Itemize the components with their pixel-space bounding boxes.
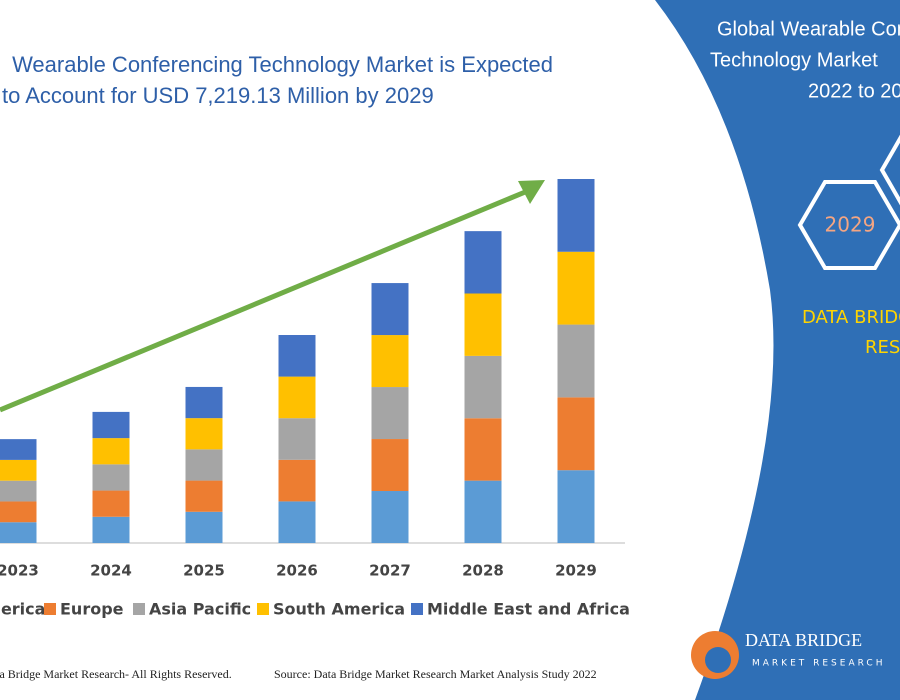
- bar-segment: [278, 335, 316, 377]
- legend-label: Asia Pacific: [149, 600, 251, 619]
- bar-segment: [278, 376, 316, 419]
- bar-segment: [92, 438, 130, 465]
- bar-segment: [0, 439, 37, 460]
- footer-copyright: © Data Bridge Market Research- All Right…: [0, 667, 232, 681]
- bar-segment: [92, 516, 130, 543]
- logo: DATA BRIDGE MARKET RESEARCH: [691, 630, 885, 679]
- legend-label: North America: [0, 600, 45, 619]
- bar-segment: [464, 293, 502, 356]
- panel-title: Global Wearable Conferencing: [717, 18, 900, 40]
- panel-title: Technology Market: [710, 49, 878, 71]
- bar-segment: [371, 387, 409, 440]
- bar-segment: [464, 231, 502, 294]
- x-tick-label: 2029: [555, 562, 597, 580]
- x-tick-label: 2023: [0, 562, 39, 580]
- bar-segment: [557, 397, 595, 471]
- legend-swatch: [133, 603, 145, 615]
- bar-segment: [278, 418, 316, 460]
- bar-segment: [92, 464, 130, 491]
- x-tick-label: 2028: [462, 562, 504, 580]
- bar-segment: [371, 283, 409, 336]
- x-tick-label: 2024: [90, 562, 132, 580]
- bar-segment: [278, 459, 316, 502]
- bar-segment: [371, 439, 409, 492]
- bar-segment: [185, 418, 223, 450]
- bar-segment: [557, 251, 595, 325]
- legend-swatch: [411, 603, 423, 615]
- legend-swatch: [257, 603, 269, 615]
- bar-segment: [371, 491, 409, 543]
- bar-segment: [0, 480, 37, 502]
- x-tick-label: 2026: [276, 562, 318, 580]
- bar-segment: [185, 480, 223, 512]
- bar-segment: [464, 355, 502, 419]
- bar-segment: [92, 490, 130, 517]
- bar-segment: [0, 522, 37, 543]
- footer-source: Source: Data Bridge Market Research Mark…: [274, 667, 597, 681]
- logo-icon: [705, 647, 731, 673]
- hexagon: [797, 180, 900, 270]
- bar-segment: [0, 459, 37, 481]
- x-tick-label: 2025: [183, 562, 225, 580]
- bar-segment: [464, 418, 502, 481]
- logo-tagline: MARKET RESEARCH: [752, 659, 885, 669]
- bar-segment: [278, 501, 316, 543]
- legend-label: South America: [273, 600, 405, 619]
- bar-segment: [557, 324, 595, 398]
- trend-arrow-head: [518, 180, 545, 204]
- bar-segment: [464, 480, 502, 543]
- trend-arrow: [0, 187, 531, 413]
- logo-name: DATA BRIDGE: [745, 630, 862, 650]
- side-panel: [655, 0, 900, 700]
- panel-title: 2022 to 2029: [808, 80, 900, 102]
- bar-segment: [185, 511, 223, 543]
- brand-text: RESEARCH: [865, 337, 900, 358]
- legend-swatch: [44, 603, 56, 615]
- chart-title: Wearable Conferencing Technology Market …: [12, 52, 553, 77]
- bar-segment: [185, 449, 223, 481]
- x-tick-label: 2027: [369, 562, 411, 580]
- bar-segment: [0, 501, 37, 523]
- legend-label: Europe: [60, 600, 124, 619]
- bar-segment: [185, 386, 223, 419]
- hexagon-label: 2029: [825, 213, 876, 237]
- bar-segment: [371, 335, 409, 388]
- bar-segment: [557, 179, 595, 252]
- brand-text: DATA BRIDGE: [802, 307, 900, 328]
- bar-segment: [92, 411, 130, 439]
- chart-title: to Account for USD 7,219.13 Million by 2…: [2, 83, 434, 108]
- bar-segment: [557, 470, 595, 543]
- legend-label: Middle East and Africa: [427, 600, 630, 619]
